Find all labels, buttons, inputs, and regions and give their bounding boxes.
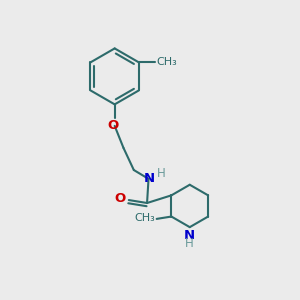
Text: H: H bbox=[157, 167, 165, 180]
Text: CH₃: CH₃ bbox=[134, 213, 155, 223]
Text: O: O bbox=[108, 119, 119, 132]
Text: CH₃: CH₃ bbox=[157, 57, 177, 68]
Text: N: N bbox=[184, 229, 195, 242]
Text: O: O bbox=[115, 192, 126, 205]
Text: N: N bbox=[144, 172, 155, 185]
Text: H: H bbox=[185, 237, 194, 250]
